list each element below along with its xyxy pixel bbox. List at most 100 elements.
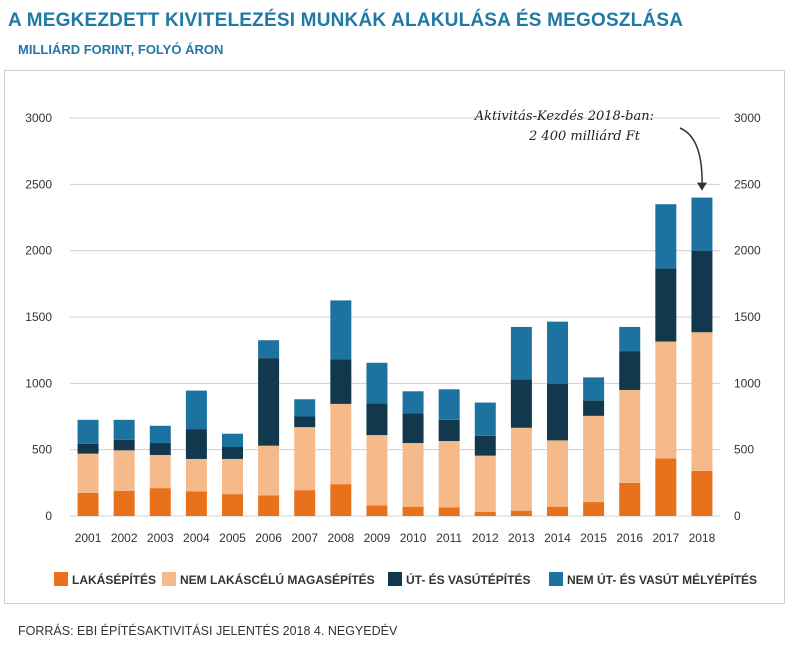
bar-segment <box>619 389 641 483</box>
bar-segment <box>222 433 243 448</box>
bar-segment <box>402 413 424 444</box>
x-tick-label: 2017 <box>652 531 679 545</box>
annotation-arrow <box>679 127 703 190</box>
y-tick-label-right: 0 <box>734 509 741 523</box>
y-tick-label-right: 500 <box>734 443 754 457</box>
bar-segment <box>222 447 243 459</box>
y-tick-label-left: 500 <box>32 443 52 457</box>
bar-segment <box>655 341 677 459</box>
bar-segment <box>258 495 280 516</box>
bar-segment <box>510 379 532 428</box>
y-tick-label-left: 3000 <box>25 111 52 125</box>
bar-segment <box>258 358 280 446</box>
x-tick-label: 2004 <box>183 531 210 545</box>
y-tick-label-left: 1500 <box>25 310 52 324</box>
bar-segment <box>185 390 207 430</box>
bar-segment <box>547 321 568 384</box>
bar-segment <box>547 440 568 507</box>
bar-segment <box>113 450 135 491</box>
bar-segment <box>691 470 713 516</box>
x-tick-label: 2003 <box>147 531 174 545</box>
bar-segment <box>185 429 207 459</box>
legend-swatch <box>54 572 68 586</box>
bar-segment <box>113 419 135 440</box>
bar-segment <box>77 443 99 454</box>
legend-label: NEM ÚT- ÉS VASÚT MÉLYÉPÍTÉS <box>567 572 757 587</box>
bar-segment <box>330 403 352 485</box>
bar-segment <box>402 443 424 507</box>
bar-segment <box>149 425 171 444</box>
chart-title: A MEGKEZDETT KIVITELEZÉSI MUNKÁK ALAKULÁ… <box>8 10 684 31</box>
annotation-arrowhead <box>696 182 707 191</box>
y-tick-label-left: 2000 <box>25 244 52 258</box>
x-tick-label: 2006 <box>255 531 282 545</box>
bar-segment <box>294 416 316 428</box>
y-tick-label-right: 2000 <box>734 244 761 258</box>
bar-segment <box>583 502 605 516</box>
bar-segment <box>330 300 352 360</box>
y-tick-label-left: 1000 <box>25 376 52 390</box>
y-tick-label-right: 1500 <box>734 310 761 324</box>
x-tick-label: 2007 <box>291 531 318 545</box>
bar-segment <box>330 359 352 404</box>
annotation-line1: Aktivitás-Kezdés 2018-ban: <box>474 109 654 124</box>
bar-segment <box>366 505 388 516</box>
bar-segment <box>691 250 713 333</box>
legend-swatch <box>162 572 176 586</box>
bar-segment <box>474 402 496 436</box>
bar-segment <box>185 491 207 516</box>
annotation-line2: 2 400 milliárd Ft <box>528 129 641 144</box>
bar-segment <box>438 419 460 442</box>
bar-segment <box>402 506 424 516</box>
bar-segment <box>258 340 280 359</box>
bar-segment <box>619 326 641 352</box>
chart-frame <box>4 70 785 604</box>
bar-segment <box>185 458 207 492</box>
legend-label: NEM LAKÁSCÉLÚ MAGASÉPÍTÉS <box>180 572 375 587</box>
x-tick-label: 2013 <box>508 531 535 545</box>
bar-segment <box>583 400 605 416</box>
legend-label: LAKÁSÉPÍTÉS <box>72 572 156 587</box>
bar-segment <box>474 435 496 456</box>
y-tick-label-right: 1000 <box>734 376 761 390</box>
y-tick-label-right: 2500 <box>734 177 761 191</box>
bar-segment <box>655 204 677 269</box>
x-tick-label: 2010 <box>400 531 427 545</box>
bar-segment <box>655 458 677 516</box>
bar-segment <box>510 326 532 380</box>
bar-segment <box>438 389 460 420</box>
bar-segment <box>149 443 171 455</box>
bar-segment <box>222 494 243 516</box>
bar-segment <box>77 453 99 493</box>
bar-segment <box>366 403 388 436</box>
bar-segment <box>583 415 605 503</box>
bar-segment <box>474 455 496 513</box>
bar-segment <box>149 488 171 516</box>
bar-segment <box>366 362 388 404</box>
legend-swatch <box>549 572 563 586</box>
bar-segment <box>510 510 532 516</box>
bar-segment <box>294 490 316 516</box>
x-tick-label: 2002 <box>111 531 138 545</box>
bar-segment <box>113 439 135 451</box>
bar-segment <box>149 454 171 489</box>
x-tick-label: 2015 <box>580 531 607 545</box>
source-note: FORRÁS: EBI ÉPÍTÉSAKTIVITÁSI JELENTÉS 20… <box>18 624 398 638</box>
y-tick-label-left: 2500 <box>25 177 52 191</box>
bar-segment <box>402 391 424 414</box>
x-tick-label: 2018 <box>689 531 716 545</box>
x-tick-label: 2016 <box>616 531 643 545</box>
bar-segment <box>77 419 99 444</box>
x-tick-label: 2012 <box>472 531 499 545</box>
bar-segment <box>294 399 316 417</box>
bar-segment <box>438 507 460 516</box>
legend-label: ÚT- ÉS VASÚTÉPÍTÉS <box>406 572 530 587</box>
bar-segment <box>510 427 532 511</box>
bar-segment <box>438 441 460 508</box>
bar-segment <box>294 427 316 491</box>
x-tick-label: 2011 <box>436 531 462 545</box>
x-tick-label: 2014 <box>544 531 571 545</box>
x-tick-label: 2005 <box>219 531 246 545</box>
bar-segment <box>547 506 568 516</box>
